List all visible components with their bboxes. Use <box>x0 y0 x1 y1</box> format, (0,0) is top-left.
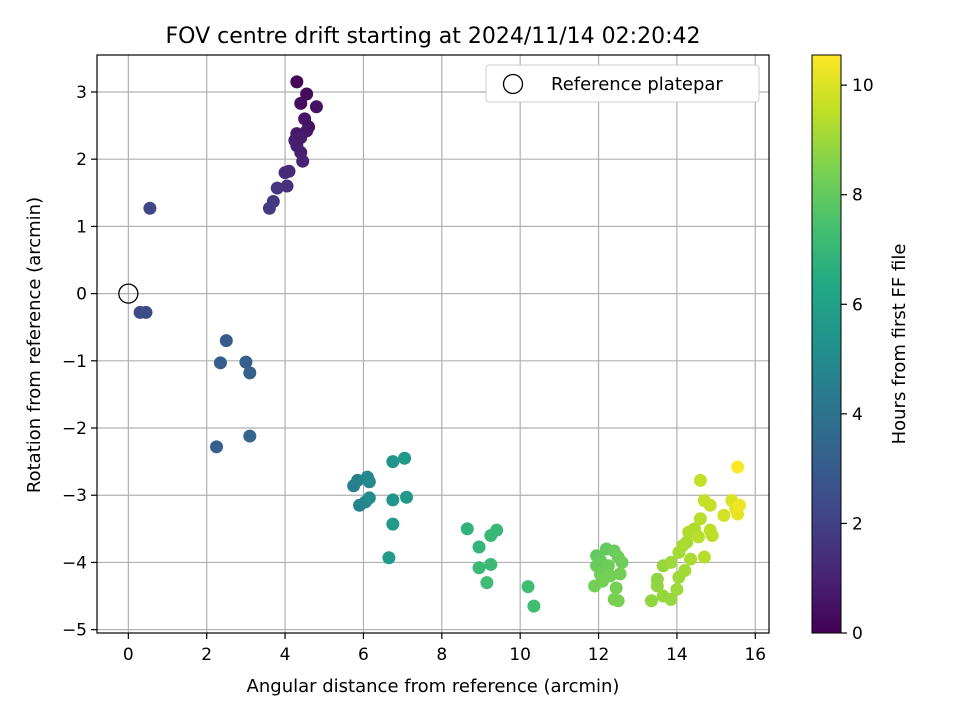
data-point <box>398 451 412 465</box>
chart-title: FOV centre drift starting at 2024/11/14 … <box>166 24 701 49</box>
data-point <box>362 491 376 505</box>
y-tick-label: 2 <box>76 150 87 170</box>
data-point <box>684 552 698 566</box>
x-tick-label: 12 <box>588 645 610 665</box>
legend-box <box>485 64 760 103</box>
data-point <box>703 498 717 512</box>
data-point <box>609 581 623 595</box>
x-axis-ticks: 0 2 4 6 8 10 12 14 16 <box>123 633 766 665</box>
colorbar-tick-label: 2 <box>852 514 863 534</box>
data-point <box>294 96 308 110</box>
data-point <box>278 166 292 180</box>
grid-lines <box>97 55 769 633</box>
y-tick-label: −5 <box>62 621 87 641</box>
x-tick-label: 10 <box>509 645 531 665</box>
x-tick-label: 2 <box>201 645 212 665</box>
data-point <box>484 557 498 571</box>
x-tick-label: 14 <box>666 645 688 665</box>
data-point <box>143 201 157 215</box>
y-tick-label: −2 <box>62 419 87 439</box>
data-point <box>731 460 745 474</box>
y-axis-label: Rotation from reference (arcmin) <box>24 197 45 493</box>
data-point <box>386 455 400 469</box>
x-tick-label: 4 <box>280 645 291 665</box>
data-point <box>644 594 658 608</box>
data-point <box>613 567 627 581</box>
legend-entry-reference-platepar: Reference platepar <box>551 74 723 95</box>
x-tick-label: 8 <box>436 645 447 665</box>
data-point <box>386 493 400 507</box>
data-point <box>351 473 365 487</box>
y-tick-label: 1 <box>76 217 87 237</box>
data-point <box>717 508 731 522</box>
colorbar-tick-label: 6 <box>852 295 863 315</box>
data-point <box>664 555 678 569</box>
colorbar <box>811 54 842 634</box>
data-point <box>472 540 486 554</box>
data-point <box>382 551 396 565</box>
data-point <box>296 154 310 168</box>
colorbar-label: Hours from first FF file <box>889 244 910 445</box>
data-point <box>588 579 602 593</box>
data-point <box>615 555 629 569</box>
data-point <box>262 201 276 215</box>
colorbar-ticks: 0 2 4 6 8 10 <box>841 76 874 644</box>
reference-point <box>118 283 139 304</box>
colorbar-tick-label: 8 <box>852 186 863 206</box>
data-points <box>133 75 747 613</box>
colorbar-tick-label: 10 <box>852 76 874 96</box>
data-point <box>243 366 257 380</box>
plot-frame <box>96 54 770 634</box>
data-point <box>611 594 625 608</box>
data-point <box>521 580 535 594</box>
data-point <box>733 498 747 512</box>
data-point <box>210 440 224 454</box>
data-point <box>280 179 294 193</box>
y-axis-ticks: 3 2 1 0 −1 −2 −3 −4 −5 <box>62 83 97 641</box>
colorbar-tick-label: 0 <box>852 624 863 644</box>
data-point <box>527 599 541 613</box>
data-point <box>300 87 314 101</box>
data-point <box>601 559 615 573</box>
data-point <box>460 522 474 536</box>
y-tick-label: 3 <box>76 83 87 103</box>
data-point <box>490 523 504 537</box>
data-point <box>243 429 257 443</box>
data-point <box>697 550 711 564</box>
data-point <box>362 475 376 489</box>
y-tick-label: 0 <box>76 285 87 305</box>
data-point <box>219 334 233 348</box>
data-point <box>213 356 227 370</box>
data-point <box>472 561 486 575</box>
data-point <box>480 576 494 590</box>
data-point <box>680 535 694 549</box>
colorbar-tick-label: 4 <box>852 405 863 425</box>
y-tick-label: −4 <box>62 553 87 573</box>
y-tick-label: −3 <box>62 486 87 506</box>
data-point <box>309 100 323 114</box>
data-point <box>270 181 284 195</box>
data-point <box>693 512 707 526</box>
data-point <box>691 530 705 544</box>
x-tick-label: 0 <box>123 645 134 665</box>
data-point <box>664 592 678 606</box>
data-point <box>239 355 253 369</box>
data-point <box>670 582 684 596</box>
data-point <box>693 473 707 487</box>
x-tick-label: 16 <box>744 645 766 665</box>
data-point <box>290 75 304 89</box>
data-point <box>705 529 719 543</box>
data-point <box>386 517 400 531</box>
x-tick-label: 6 <box>358 645 369 665</box>
legend-marker <box>502 73 524 95</box>
data-point <box>678 563 692 577</box>
data-point <box>400 490 414 504</box>
legend: Reference platepar <box>485 64 760 103</box>
y-tick-label: −1 <box>62 352 87 372</box>
data-point <box>650 579 664 593</box>
x-axis-label: Angular distance from reference (arcmin) <box>247 676 620 697</box>
reference-marker <box>118 283 139 304</box>
data-point <box>139 305 153 319</box>
